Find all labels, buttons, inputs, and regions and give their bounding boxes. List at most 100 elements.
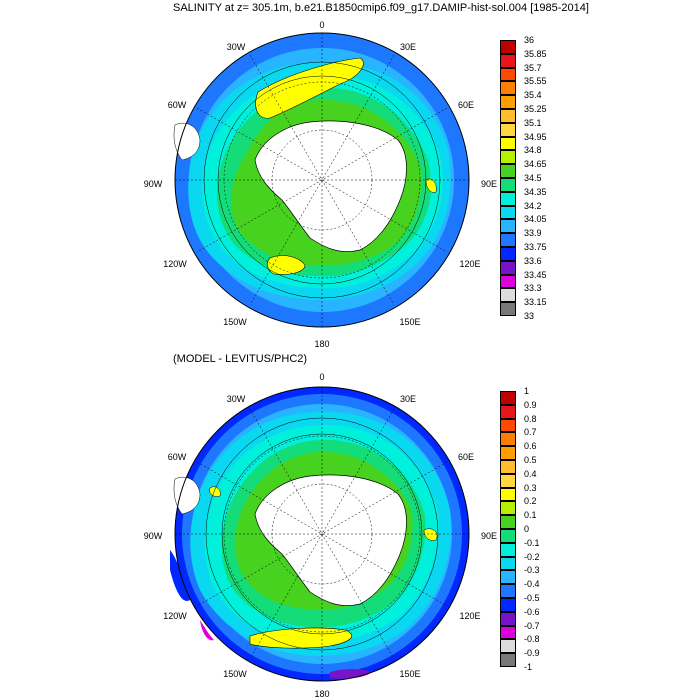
top-colorbar-tick-label: 35.7: [524, 62, 542, 73]
top-colorbar-tick-label: 33.6: [524, 255, 542, 266]
bottom-colorbar-tick-label: 0.2: [524, 496, 537, 507]
top-lon-label-180: 180: [314, 339, 329, 349]
bottom-colorbar-swatch: [500, 501, 516, 516]
bottom-colorbar-tick-label: 0.9: [524, 399, 537, 410]
top-colorbar-swatch: [500, 164, 516, 178]
top-colorbar-swatch: [500, 122, 516, 137]
bottom-map-longitude-labels: 0 30E 60E 90E 120E 150E 180 150W 120W 90…: [144, 372, 497, 699]
top-colorbar-swatch: [500, 302, 516, 316]
bottom-colorbar-swatch: [500, 584, 516, 598]
top-colorbar-tick-label: 33.15: [524, 297, 547, 308]
bottom-colorbar-tick-label: -0.5: [524, 593, 540, 603]
top-colorbar-swatch: [500, 81, 516, 96]
top-salinity-map: [173, 32, 470, 328]
top-colorbar-swatch: [500, 136, 516, 151]
bottom-lon-label-60e: 60E: [458, 452, 474, 462]
bottom-lon-label-0: 0: [319, 372, 324, 382]
bottom-colorbar-tick-label: 0.5: [524, 455, 537, 465]
top-colorbar-tick-label: 34.2: [524, 200, 542, 211]
bottom-colorbar-swatch: [500, 460, 516, 474]
bottom-colorbar-tick-label: -0.9: [524, 648, 540, 659]
top-colorbar-swatch: [500, 233, 516, 247]
top-colorbar-swatch: [500, 260, 516, 275]
top-colorbar-swatch: [500, 178, 516, 192]
top-colorbar-tick-label: 34.35: [524, 186, 547, 197]
top-colorbar-tick-label: 33.75: [524, 242, 547, 252]
top-colorbar-tick-label: 35.85: [524, 48, 547, 59]
top-colorbar-swatch: [500, 274, 516, 289]
bottom-colorbar-swatch: [500, 418, 516, 433]
top-lon-label-150w: 150W: [223, 317, 247, 327]
top-colorbar-swatch: [500, 67, 516, 82]
bottom-colorbar-tick-label: -1: [524, 662, 533, 672]
top-lon-label-30e: 30E: [400, 42, 416, 52]
top-colorbar-swatch: [500, 40, 516, 54]
top-colorbar-tick-label: 34.95: [524, 131, 547, 142]
figure-title: SALINITY at z= 305.1m, b.e21.B1850cmip6.…: [173, 2, 589, 14]
bottom-colorbar-swatch: [500, 404, 516, 419]
top-colorbar-tick-label: 34.5: [524, 173, 542, 183]
bottom-colorbar-swatch: [500, 556, 516, 571]
bottom-lon-label-180: 180: [314, 689, 329, 699]
bottom-colorbar-tick-label: -0.8: [524, 634, 540, 645]
bottom-lon-label-150e: 150E: [399, 669, 420, 679]
top-lon-label-90w: 90W: [144, 179, 163, 189]
bottom-lon-label-90w: 90W: [144, 531, 163, 541]
bottom-colorbar-tick-label: 0.4: [524, 468, 537, 479]
bottom-colorbar-tick-label: 0: [524, 524, 530, 534]
top-colorbar-swatch: [500, 95, 516, 109]
bottom-colorbar-swatch: [500, 487, 516, 502]
top-lon-label-30w: 30W: [227, 42, 246, 52]
bottom-colorbar-tick-label: -0.7: [524, 620, 540, 631]
bottom-colorbar-swatch: [500, 432, 516, 447]
top-lon-label-150e: 150E: [399, 317, 420, 327]
bottom-colorbar-swatch: [500, 473, 516, 488]
bottom-lon-label-120e: 120E: [459, 611, 480, 621]
top-colorbar-swatch: [500, 53, 516, 68]
bottom-colorbar-tick-label: 0.3: [524, 482, 537, 493]
top-colorbar-swatch: [500, 191, 516, 206]
top-colorbar-tick-label: 36: [524, 35, 535, 45]
top-colorbar-swatch: [500, 288, 516, 303]
bottom-colorbar-swatch: [500, 446, 516, 460]
top-colorbar-tick-label: 33.45: [524, 269, 547, 280]
bottom-lon-label-30e: 30E: [400, 394, 416, 404]
top-colorbar-tick-label: 33.9: [524, 228, 542, 239]
top-colorbar-tick-label: 33.3: [524, 283, 542, 294]
top-lon-label-60e: 60E: [458, 100, 474, 110]
bottom-lon-label-90e: 90E: [481, 531, 497, 541]
top-lon-label-90e: 90E: [481, 179, 497, 189]
bottom-lon-label-30w: 30W: [227, 394, 246, 404]
bottom-colorbar-tick-label: 0.7: [524, 427, 537, 438]
top-colorbar-tick-label: 35.25: [524, 104, 547, 114]
bottom-colorbar-tick-label: -0.2: [524, 551, 540, 562]
bottom-lon-label-150w: 150W: [223, 669, 247, 679]
bottom-colorbar-tick-label: 0.8: [524, 413, 537, 424]
bottom-colorbar-tick-label: 0.1: [524, 510, 537, 521]
bottom-colorbar-swatch: [500, 611, 516, 626]
bottom-colorbar-swatch: [500, 653, 516, 667]
top-lon-label-0: 0: [319, 20, 324, 30]
bottom-colorbar-swatch: [500, 570, 516, 585]
top-colorbar-swatch: [500, 150, 516, 165]
top-colorbar-tick-label: 34.05: [524, 214, 547, 225]
bottom-colorbar-tick-label: 1: [524, 386, 530, 396]
bottom-colorbar-tick-label: -0.6: [524, 606, 540, 617]
top-colorbar-swatch: [500, 109, 516, 123]
difference-subtitle: (MODEL - LEVITUS/PHC2): [173, 353, 308, 365]
bottom-colorbar-tick-label: -0.4: [524, 579, 540, 590]
bottom-colorbar-swatch: [500, 529, 516, 543]
top-colorbar-tick-label: 35.1: [524, 117, 542, 128]
bottom-colorbar-swatch: [500, 639, 516, 654]
bottom-colorbar-swatch: [500, 391, 516, 405]
top-colorbar-tick-label: 34.8: [524, 145, 542, 156]
top-colorbar-swatch: [500, 219, 516, 234]
top-colorbar-tick-label: 35.55: [524, 76, 547, 87]
top-lon-label-60w: 60W: [168, 100, 187, 110]
bottom-difference-map: [170, 386, 470, 682]
bottom-colorbar-tick-label: 0.6: [524, 441, 537, 452]
top-map-longitude-labels: 0 30E 60E 90E 120E 150E 180 150W 120W 90…: [144, 20, 497, 349]
bottom-colorbar-swatch: [500, 625, 516, 640]
bottom-colorbar-tick-label: -0.1: [524, 537, 540, 548]
